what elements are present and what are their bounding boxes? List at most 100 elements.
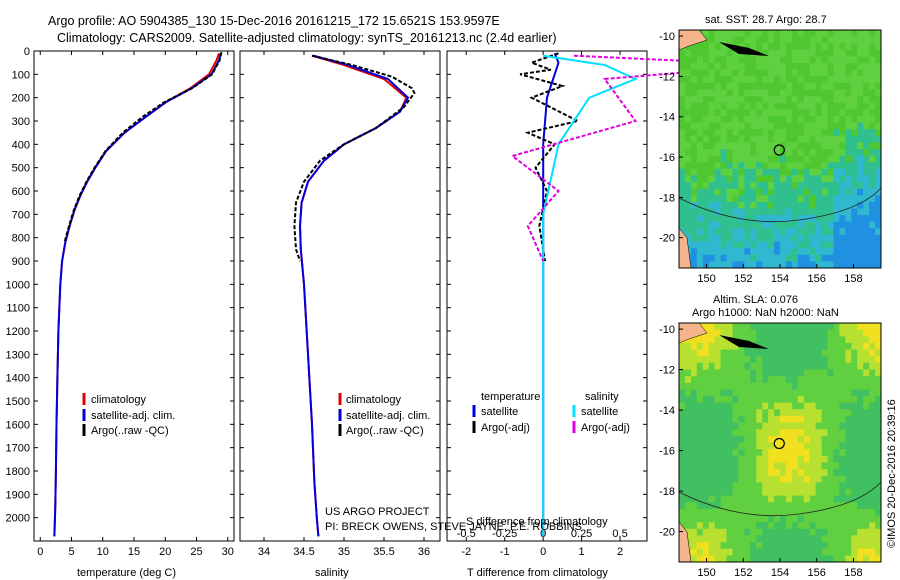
y-tick-label: 1500 [6, 396, 30, 408]
map-cell [720, 362, 727, 370]
map-cell [863, 115, 870, 123]
map-cell [702, 228, 710, 236]
map-cell [821, 349, 828, 357]
map-cell [744, 422, 751, 430]
map-cell [679, 96, 686, 104]
map-cell [839, 221, 846, 229]
map-cell [738, 175, 745, 183]
map-cell [809, 389, 817, 397]
map-cell [738, 522, 745, 530]
map-cell [827, 362, 834, 370]
map-cell [756, 336, 763, 344]
map-cell [869, 76, 876, 84]
map-cell [720, 402, 727, 410]
map-cell [732, 234, 739, 242]
x-tick-label: 20 [159, 546, 171, 558]
map-cell [696, 382, 704, 390]
map-cell [821, 389, 828, 397]
y-tick-label: -14 [659, 112, 675, 124]
map-cell [756, 30, 763, 38]
map-cell [839, 415, 846, 423]
map-cell [780, 475, 787, 483]
map-cell [744, 215, 751, 223]
map-cell [797, 356, 805, 364]
map-cell [845, 396, 852, 404]
map-cell [762, 36, 769, 44]
map-cell [791, 43, 799, 51]
map-cell [863, 89, 870, 97]
map-cell [726, 76, 733, 84]
map-cell [774, 415, 781, 423]
map-cell [833, 221, 840, 229]
map-cell [851, 323, 858, 331]
map-cell [791, 522, 799, 530]
map-cell [875, 508, 882, 516]
map-cell [875, 69, 882, 77]
map-cell [839, 535, 846, 543]
map-cell [803, 228, 811, 236]
map-cell [750, 261, 757, 269]
map-cell [684, 115, 692, 123]
map-cell [708, 182, 716, 190]
map-cell [679, 475, 686, 483]
map-cell [869, 495, 876, 503]
map-cell [827, 36, 834, 44]
map-cell [797, 548, 805, 556]
map-cell [679, 429, 686, 437]
map-cell [702, 482, 710, 490]
map-cell [684, 96, 692, 104]
map-cell [720, 489, 727, 497]
map-cell [726, 36, 733, 44]
map-cell [679, 489, 686, 497]
imos-stamp: ©IMOS 20-Dec-2016 20:39:16 [886, 399, 898, 548]
map-cell [732, 109, 739, 117]
map-cell [726, 508, 733, 516]
map-cell [869, 415, 876, 423]
map-cell [791, 155, 799, 163]
y-tick-label: 600 [12, 186, 30, 198]
map-cell [684, 475, 692, 483]
map-cell [738, 329, 745, 337]
map-cell [839, 188, 846, 196]
map-cell [791, 168, 799, 176]
map-cell [845, 495, 852, 503]
map-cell [726, 69, 733, 77]
map-cell [851, 254, 858, 262]
map-cell [702, 528, 710, 536]
map-cell [774, 208, 781, 216]
map-cell [774, 389, 781, 397]
map-cell [809, 149, 817, 157]
map-cell [762, 69, 769, 77]
map-cell [821, 455, 828, 463]
map-cell [750, 135, 757, 143]
map-cell [863, 76, 870, 84]
map-cell [857, 36, 864, 44]
map-cell [839, 208, 846, 216]
map-cell [720, 329, 727, 337]
map-cell [714, 221, 721, 229]
map-cell [720, 215, 727, 223]
map-cell [708, 522, 716, 530]
map-cell [827, 215, 834, 223]
map-cell [679, 56, 686, 64]
map-cell [803, 369, 811, 377]
map-cell [714, 422, 721, 430]
map-cell [780, 555, 787, 563]
map-cell [875, 201, 882, 209]
map-cell [851, 135, 858, 143]
map-cell [869, 555, 876, 563]
legend-title-salinity: salinity [585, 391, 619, 403]
map-cell [708, 548, 716, 556]
map-cell [869, 109, 876, 117]
map-cell [803, 248, 811, 256]
map-cell [857, 362, 864, 370]
map-cell [720, 542, 727, 550]
map-cell [762, 82, 769, 90]
map-cell [797, 168, 805, 176]
map-cell [863, 548, 870, 556]
map-cell [750, 109, 757, 117]
map-cell [714, 254, 721, 262]
map-cell [684, 402, 692, 410]
map-cell [803, 323, 811, 331]
map-cell [768, 495, 775, 503]
